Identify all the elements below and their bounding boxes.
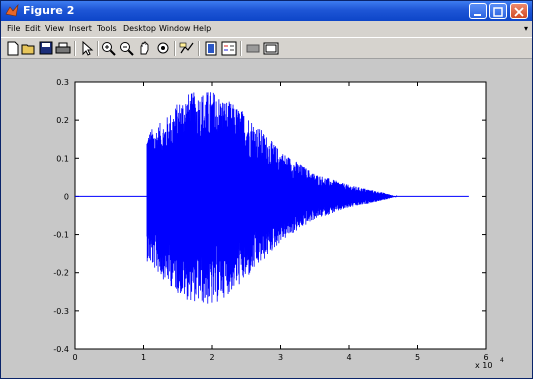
x-axis-exponent: 4	[500, 357, 504, 364]
title-bar[interactable]: Figure 2	[1, 1, 532, 21]
open-file-icon[interactable]	[21, 41, 37, 56]
maximize-icon	[493, 7, 503, 17]
colorbar-icon[interactable]	[203, 41, 219, 56]
plot-svg[interactable]: 0 1 2 3 4 5 6 -0.4 -0.3 -0.2 -0.1 0 0.1 0.2 0.3 x 10 4	[1, 59, 532, 378]
y-tick-label: -0.4	[53, 345, 69, 354]
minimize-icon	[474, 14, 481, 16]
x-tick-label: 3	[278, 353, 283, 362]
menubar-dock-arrow-icon[interactable]: ▾	[523, 24, 528, 33]
waveform-line	[146, 92, 398, 304]
zoom-out-icon[interactable]	[119, 41, 135, 56]
menu-file[interactable]: File	[7, 24, 21, 33]
menu-view[interactable]: View	[45, 24, 64, 33]
toolbar-separator	[174, 41, 176, 56]
data-cursor-icon[interactable]	[179, 41, 195, 56]
x-tick-label: 6	[483, 353, 488, 362]
toolbar-separator	[74, 41, 76, 56]
menu-help[interactable]: Help	[193, 24, 212, 33]
print-icon[interactable]	[55, 41, 71, 56]
menu-edit[interactable]: Edit	[25, 24, 41, 33]
minimize-button[interactable]	[469, 3, 487, 19]
y-tick-label: -0.1	[53, 231, 69, 240]
y-tick-label: 0.3	[56, 78, 69, 87]
toolbar-separator	[198, 41, 200, 56]
hide-plot-tools-icon[interactable]	[245, 41, 261, 56]
x-axis-exponent-label: x 10	[475, 361, 492, 370]
rotate-3d-icon[interactable]	[155, 41, 171, 56]
close-icon	[514, 7, 524, 17]
zoom-in-icon[interactable]	[101, 41, 117, 56]
toolbar-separator	[240, 41, 242, 56]
x-tick-label: 4	[346, 353, 351, 362]
x-tick-label: 0	[72, 353, 77, 362]
maximize-button[interactable]	[489, 3, 507, 19]
show-plot-tools-icon[interactable]	[263, 41, 279, 56]
y-tick-label: 0.1	[56, 154, 69, 163]
x-tick-label: 1	[141, 353, 146, 362]
axis-ticks	[74, 81, 487, 350]
y-tick-label: -0.2	[53, 269, 69, 278]
x-tick-label: 5	[415, 353, 420, 362]
y-tick-label: 0	[64, 192, 69, 201]
new-figure-icon[interactable]	[5, 41, 21, 56]
menu-window[interactable]: Window	[159, 24, 191, 33]
edit-plot-arrow-icon[interactable]	[79, 41, 95, 56]
menu-tools[interactable]: Tools	[97, 24, 117, 33]
toolbar-separator	[97, 41, 99, 56]
figure-toolbar	[1, 37, 532, 59]
menu-desktop[interactable]: Desktop	[123, 24, 156, 33]
pan-hand-icon[interactable]	[137, 41, 153, 56]
legend-icon[interactable]	[221, 41, 237, 56]
y-tick-label: -0.3	[53, 307, 69, 316]
close-button[interactable]	[510, 3, 528, 19]
window-title: Figure 2	[23, 4, 75, 17]
x-tick-label: 2	[209, 353, 214, 362]
matlab-icon	[5, 4, 19, 17]
menu-bar: File Edit View Insert Tools Desktop Wind…	[1, 22, 532, 36]
save-icon[interactable]	[38, 41, 54, 56]
menu-insert[interactable]: Insert	[69, 24, 92, 33]
figure-canvas: 0 1 2 3 4 5 6 -0.4 -0.3 -0.2 -0.1 0 0.1 0.2 0.3 x 10 4	[1, 59, 532, 378]
axis-tick-labels: 0 1 2 3 4 5 6 -0.4 -0.3 -0.2 -0.1 0 0.1 0.2 0.3	[53, 78, 488, 362]
y-tick-label: 0.2	[56, 116, 69, 125]
waveform-series	[75, 92, 469, 304]
